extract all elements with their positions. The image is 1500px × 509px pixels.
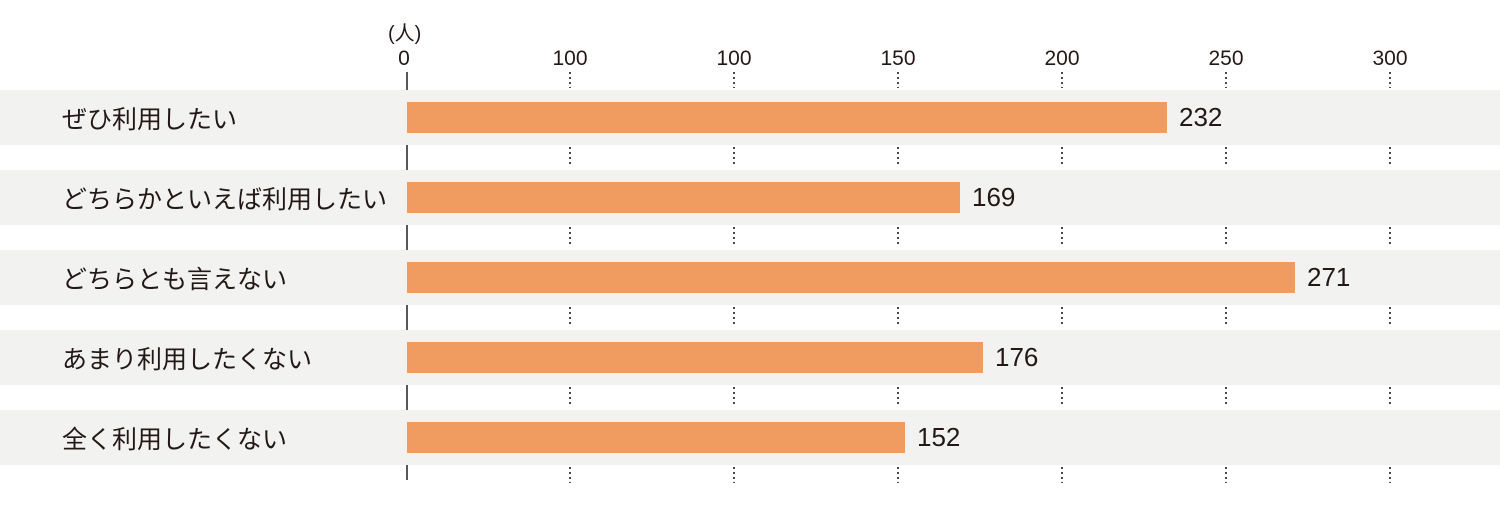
gridline-dotted	[1389, 467, 1391, 483]
gridline-dotted	[1061, 72, 1063, 88]
gridline-dotted	[1061, 227, 1063, 247]
gridline-dotted	[733, 227, 735, 247]
bar	[407, 342, 983, 373]
gridline-dotted	[1225, 147, 1227, 167]
gridline-dotted	[897, 72, 899, 88]
gridline-dotted	[569, 227, 571, 247]
bar-value-label: 152	[917, 422, 961, 452]
gridline-dotted	[1389, 227, 1391, 247]
x-tick-2: 100	[716, 47, 752, 70]
gridline-dotted	[1061, 147, 1063, 167]
gridline-dotted	[1389, 307, 1391, 327]
gridline-dotted	[569, 147, 571, 167]
gridline-dotted	[1225, 387, 1227, 407]
bar-value-label: 271	[1307, 262, 1351, 292]
chart-row: どちらかといえば利用したい 169	[0, 170, 1500, 225]
category-label: 全く利用したくない	[62, 425, 288, 454]
bar-value-label: 176	[995, 342, 1039, 372]
gridline-dotted	[897, 467, 899, 483]
chart-row: 全く利用したくない 152	[0, 410, 1500, 465]
gridline-dotted	[897, 227, 899, 247]
gridline-dotted	[1061, 307, 1063, 327]
x-tick-6: 300	[1372, 47, 1408, 70]
category-label: どちらとも言えない	[62, 265, 288, 294]
x-tick-0: 0	[398, 47, 410, 70]
chart-row: あまり利用したくない 176	[0, 330, 1500, 385]
x-tick-4: 200	[1044, 47, 1080, 70]
x-tick-3: 150	[880, 47, 916, 70]
gridline-dotted	[1061, 387, 1063, 407]
gridline-dotted	[1061, 467, 1063, 483]
gridline-dotted	[569, 307, 571, 327]
gridline-dotted	[1389, 387, 1391, 407]
gridline-dotted	[1225, 467, 1227, 483]
chart-row: どちらとも言えない 271	[0, 250, 1500, 305]
gridline-dotted	[733, 147, 735, 167]
gridline-dotted	[897, 307, 899, 327]
gridline-dotted	[1225, 72, 1227, 88]
gridline-dotted	[733, 387, 735, 407]
gridline-dotted	[1225, 307, 1227, 327]
bar	[407, 422, 905, 453]
gridline-dotted	[1389, 147, 1391, 167]
chart-row: ぜひ利用したい 232	[0, 90, 1500, 145]
axis-unit-label: (人)	[388, 23, 422, 45]
bar	[407, 102, 1167, 133]
gridline-dotted	[569, 467, 571, 483]
gridline-dotted	[1389, 72, 1391, 88]
gridline-dotted	[733, 467, 735, 483]
bar-value-label: 232	[1179, 102, 1223, 132]
gridline-dotted	[569, 72, 571, 88]
x-tick-5: 250	[1208, 47, 1244, 70]
gridline-dotted	[897, 387, 899, 407]
gridline-dotted	[1225, 227, 1227, 247]
bar-value-label: 169	[972, 182, 1016, 212]
x-tick-1: 100	[552, 47, 588, 70]
gridline-dotted	[569, 387, 571, 407]
category-label: どちらかといえば利用したい	[62, 185, 388, 214]
category-label: あまり利用したくない	[62, 345, 313, 374]
category-label: ぜひ利用したい	[62, 105, 238, 134]
gridline-dotted	[897, 147, 899, 167]
gridline-dotted	[733, 72, 735, 88]
gridline-dotted	[733, 307, 735, 327]
bar	[407, 262, 1295, 293]
bar	[407, 182, 960, 213]
